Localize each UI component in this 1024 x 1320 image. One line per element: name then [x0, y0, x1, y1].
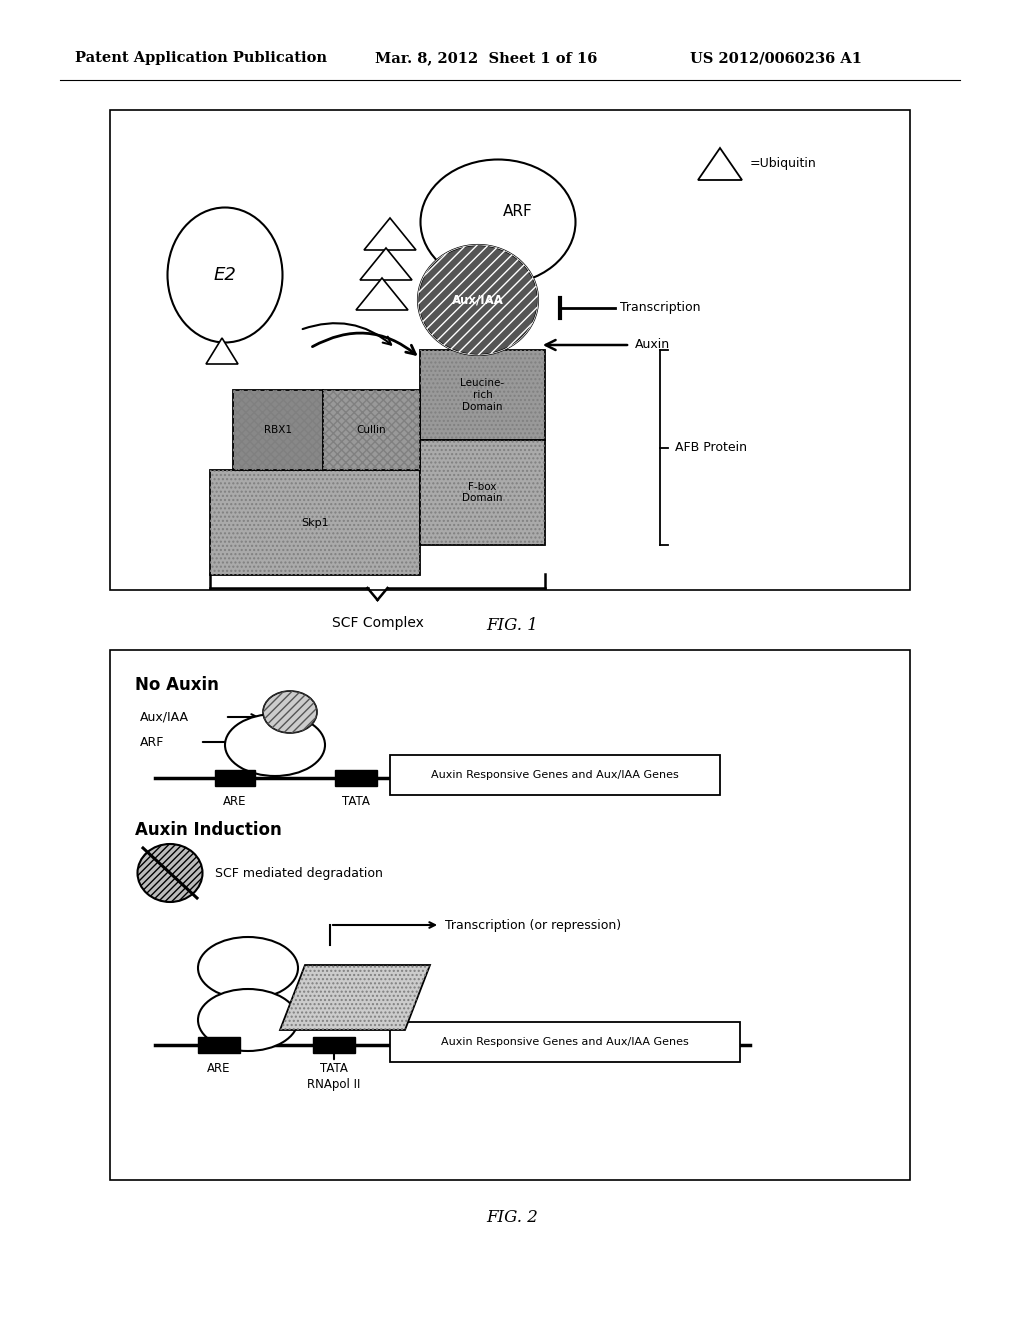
Text: ARF: ARF [503, 205, 532, 219]
Ellipse shape [421, 160, 575, 285]
Text: TATA: TATA [342, 795, 370, 808]
Text: Patent Application Publication: Patent Application Publication [75, 51, 327, 65]
Ellipse shape [137, 843, 203, 902]
Text: Leucine-
rich
Domain: Leucine- rich Domain [461, 379, 505, 412]
Text: ARF: ARF [140, 735, 165, 748]
Text: Aux/IAA: Aux/IAA [452, 293, 504, 306]
Text: AFB Protein: AFB Protein [675, 441, 746, 454]
Bar [313, 1038, 355, 1053]
Text: Mar. 8, 2012  Sheet 1 of 16: Mar. 8, 2012 Sheet 1 of 16 [375, 51, 597, 65]
Text: FIG. 2: FIG. 2 [486, 1209, 538, 1226]
Text: US 2012/0060236 A1: US 2012/0060236 A1 [690, 51, 862, 65]
Text: Transcription (or repression): Transcription (or repression) [445, 919, 622, 932]
Bar [233, 389, 323, 470]
Text: RNApol II: RNApol II [307, 1078, 360, 1092]
Bar [390, 1022, 740, 1063]
Polygon shape [698, 148, 742, 180]
Text: SCF mediated degradation: SCF mediated degradation [215, 866, 383, 879]
Polygon shape [206, 338, 238, 364]
Text: Auxin Responsive Genes and Aux/IAA Genes: Auxin Responsive Genes and Aux/IAA Genes [441, 1038, 689, 1047]
Bar [420, 440, 545, 545]
Bar [198, 1038, 240, 1053]
Text: E2: E2 [214, 267, 237, 284]
Bar [233, 389, 323, 470]
Bar [390, 755, 720, 795]
Ellipse shape [225, 714, 325, 776]
Text: No Auxin: No Auxin [135, 676, 219, 694]
Text: Auxin Responsive Genes and Aux/IAA Genes: Auxin Responsive Genes and Aux/IAA Genes [431, 770, 679, 780]
Text: FIG. 1: FIG. 1 [486, 616, 538, 634]
Ellipse shape [418, 246, 538, 355]
Text: SCF Complex: SCF Complex [332, 616, 424, 630]
Text: Auxin: Auxin [635, 338, 670, 351]
Bar [323, 389, 420, 470]
Bar [420, 350, 545, 440]
Ellipse shape [198, 989, 298, 1051]
Bar [420, 440, 545, 545]
Bar [323, 389, 420, 470]
FancyArrowPatch shape [303, 323, 391, 345]
Polygon shape [356, 279, 408, 310]
Polygon shape [280, 965, 430, 1030]
Bar [215, 770, 255, 785]
Ellipse shape [198, 937, 298, 999]
Ellipse shape [168, 207, 283, 342]
Bar [210, 470, 420, 576]
Bar [110, 649, 910, 1180]
Text: F-box
Domain: F-box Domain [462, 482, 503, 503]
Text: TATA: TATA [321, 1063, 348, 1074]
Ellipse shape [263, 690, 317, 733]
Bar [420, 350, 545, 440]
Text: Skp1: Skp1 [301, 517, 329, 528]
Text: ARE: ARE [223, 795, 247, 808]
Bar [210, 470, 420, 576]
Text: Auxin Induction: Auxin Induction [135, 821, 282, 840]
FancyArrowPatch shape [312, 333, 416, 354]
Polygon shape [360, 248, 412, 280]
Text: Transcription: Transcription [620, 301, 700, 314]
Polygon shape [364, 218, 416, 249]
Text: RBX1: RBX1 [264, 425, 292, 436]
Text: =Ubiquitin: =Ubiquitin [750, 157, 817, 170]
Bar [110, 110, 910, 590]
Bar [335, 770, 377, 785]
Text: Cullin: Cullin [356, 425, 386, 436]
Text: ARE: ARE [207, 1063, 230, 1074]
Text: Aux/IAA: Aux/IAA [140, 710, 189, 723]
